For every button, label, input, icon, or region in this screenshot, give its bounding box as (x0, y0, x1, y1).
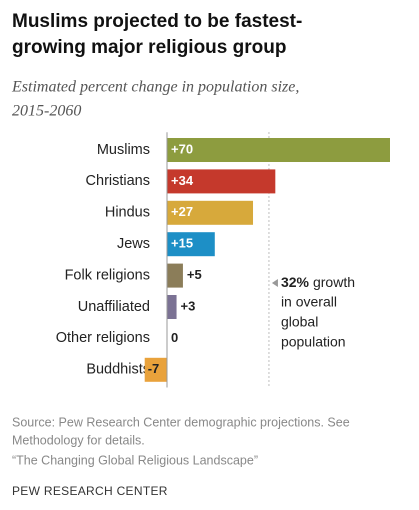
bar (167, 295, 177, 319)
category-label: Other religions (56, 330, 150, 346)
category-label: Christians (86, 173, 150, 189)
bar (167, 263, 183, 288)
value-label: +70 (171, 141, 193, 156)
source: “The Changing Global Religious Landscape… (12, 453, 258, 467)
chart-title: Muslims projected to be fastest- (12, 11, 302, 32)
reference-text: growth (313, 274, 355, 290)
category-label: Folk religions (65, 267, 150, 283)
reference-label: 32% (281, 274, 310, 290)
category-label: Buddhists (86, 362, 150, 378)
reference-text: population (281, 334, 346, 350)
subtitle: Estimated percent change in population s… (11, 79, 299, 96)
reference-arrow (271, 279, 278, 287)
source: Source: Pew Research Center demographic … (12, 415, 350, 429)
source: Methodology for details. (12, 433, 145, 447)
footer: PEW RESEARCH CENTER (12, 484, 168, 498)
category-label: Unaffiliated (78, 299, 150, 315)
value-label: 0 (171, 330, 178, 345)
value-label: +34 (171, 173, 194, 188)
reference-text: global (281, 314, 318, 330)
subtitle: 2015-2060 (12, 103, 81, 120)
bar (167, 138, 390, 162)
bar (167, 169, 276, 194)
value-label: -7 (148, 361, 160, 376)
reference-text: 32% growth (281, 274, 355, 290)
bar (144, 357, 167, 382)
category-label: Muslims (97, 142, 150, 158)
category-label: Hindus (105, 205, 150, 221)
value-label: +27 (171, 204, 193, 219)
category-label: Jews (117, 236, 150, 252)
bar (167, 232, 215, 257)
value-label: +3 (181, 298, 196, 313)
value-label: +15 (171, 236, 193, 251)
reference-text: in overall (281, 294, 337, 310)
value-label: +5 (187, 267, 202, 282)
bar (167, 200, 254, 225)
chart-title: growing major religious group (12, 37, 286, 58)
